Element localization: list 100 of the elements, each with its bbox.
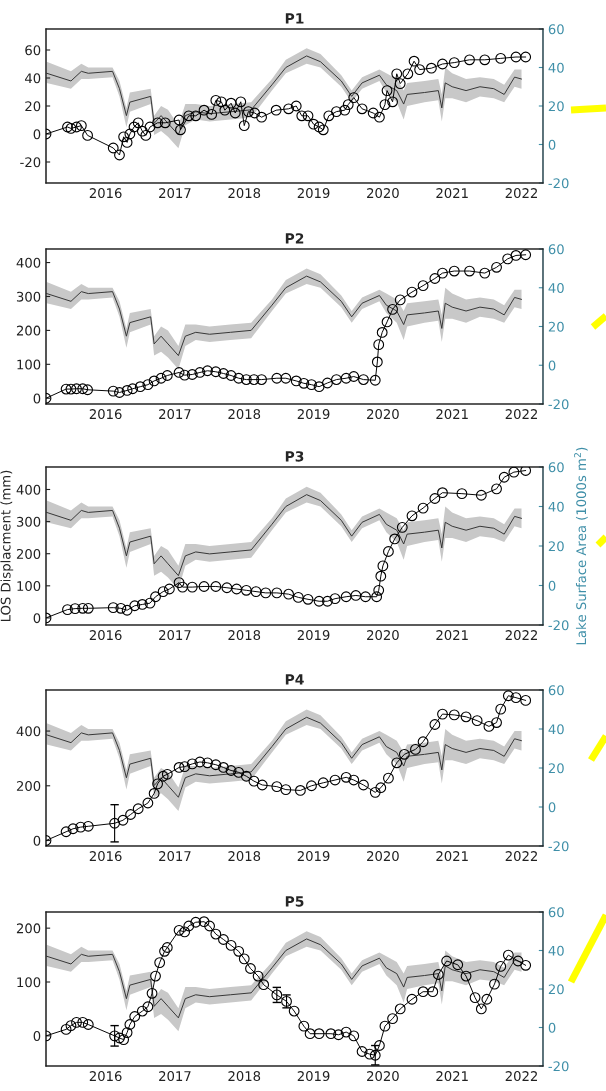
y2-tick-label: 40 — [548, 945, 564, 956]
point — [340, 771, 352, 783]
point — [271, 587, 283, 599]
x-tick-label: 2017 — [159, 1071, 191, 1082]
point — [202, 365, 213, 377]
point — [373, 339, 385, 351]
point — [163, 583, 175, 595]
point — [248, 775, 260, 787]
point — [82, 820, 94, 832]
point — [491, 717, 502, 728]
point — [142, 379, 154, 391]
point — [82, 384, 94, 396]
point — [256, 374, 267, 385]
point — [375, 570, 387, 582]
point — [60, 826, 72, 838]
point — [60, 383, 72, 395]
x-tick-label: 2016 — [89, 188, 122, 199]
point — [322, 377, 333, 389]
point — [62, 604, 73, 616]
point — [475, 489, 487, 501]
point — [77, 383, 89, 395]
point — [510, 692, 522, 704]
y2-tick-label: 0 — [548, 360, 556, 371]
x-tick-label: 2020 — [367, 630, 399, 641]
point — [161, 768, 173, 780]
point — [75, 821, 87, 833]
y2-tick-label: -20 — [548, 841, 569, 852]
x-tick-label: 2021 — [436, 409, 468, 420]
y-tick-label: 100 — [17, 359, 41, 370]
point — [173, 577, 185, 589]
point — [502, 253, 514, 265]
point — [107, 385, 119, 397]
point — [186, 581, 198, 593]
y2-tick-label: 20 — [548, 541, 564, 552]
point — [202, 757, 213, 769]
point — [221, 582, 233, 594]
point — [71, 383, 82, 395]
point — [210, 581, 222, 592]
y2-tick-label: 20 — [548, 763, 564, 774]
point — [520, 249, 532, 261]
point — [294, 785, 306, 796]
point — [155, 372, 167, 384]
x-tick-label: 2020 — [367, 188, 399, 199]
point — [502, 690, 514, 702]
point — [186, 758, 198, 770]
y-tick-label: 100 — [17, 977, 41, 988]
chart-title: P2 — [285, 233, 304, 244]
point — [132, 803, 144, 815]
x-tick-label: 2021 — [436, 188, 468, 199]
point — [157, 586, 169, 598]
point — [67, 823, 79, 835]
point — [508, 467, 520, 478]
point — [271, 781, 283, 793]
point — [225, 370, 237, 381]
point — [298, 377, 310, 389]
y-tick-label: 0 — [33, 835, 41, 846]
y2-tick-label: -20 — [548, 178, 569, 189]
point — [383, 546, 394, 557]
point — [107, 602, 119, 614]
point — [179, 369, 191, 381]
y-tick-label: 20 — [25, 101, 41, 112]
point — [194, 367, 206, 378]
point — [148, 788, 160, 799]
y-axis-title: LOS Displacment (mm) — [0, 470, 14, 622]
point — [177, 581, 188, 593]
point — [391, 757, 403, 769]
y2-tick-label: 0 — [548, 139, 556, 150]
point — [134, 381, 146, 393]
y2-tick-label: 60 — [548, 244, 564, 255]
point — [127, 383, 139, 395]
y2-tick-label: 60 — [548, 24, 564, 35]
point — [136, 599, 148, 610]
x-tick-label: 2016 — [89, 1071, 122, 1082]
y2-tick-label: 60 — [548, 685, 564, 696]
point — [460, 711, 472, 723]
point — [233, 372, 245, 384]
point — [240, 770, 252, 782]
point — [125, 809, 136, 820]
x-tick-label: 2022 — [505, 851, 537, 862]
y2-axis-title: Lake Surface Area (1000s m$^{2}$) — [574, 447, 588, 645]
y2-tick-label: 40 — [548, 282, 564, 293]
point — [292, 591, 304, 603]
point — [173, 367, 185, 378]
point — [152, 778, 164, 790]
y-tick-label: 200 — [16, 923, 41, 934]
point — [377, 560, 389, 572]
y2-tick-label: 20 — [548, 101, 564, 112]
point — [429, 493, 441, 504]
y-tick-label: 200 — [16, 325, 41, 336]
point — [218, 762, 229, 773]
point — [498, 471, 510, 483]
y2-tick-label: 60 — [548, 907, 564, 918]
point — [302, 593, 314, 605]
x-tick-label: 2021 — [436, 630, 468, 641]
y-tick-label: 0 — [33, 613, 41, 624]
point — [173, 762, 185, 773]
line-series — [46, 716, 522, 798]
point — [280, 784, 292, 796]
point — [358, 779, 369, 791]
point — [179, 761, 191, 773]
